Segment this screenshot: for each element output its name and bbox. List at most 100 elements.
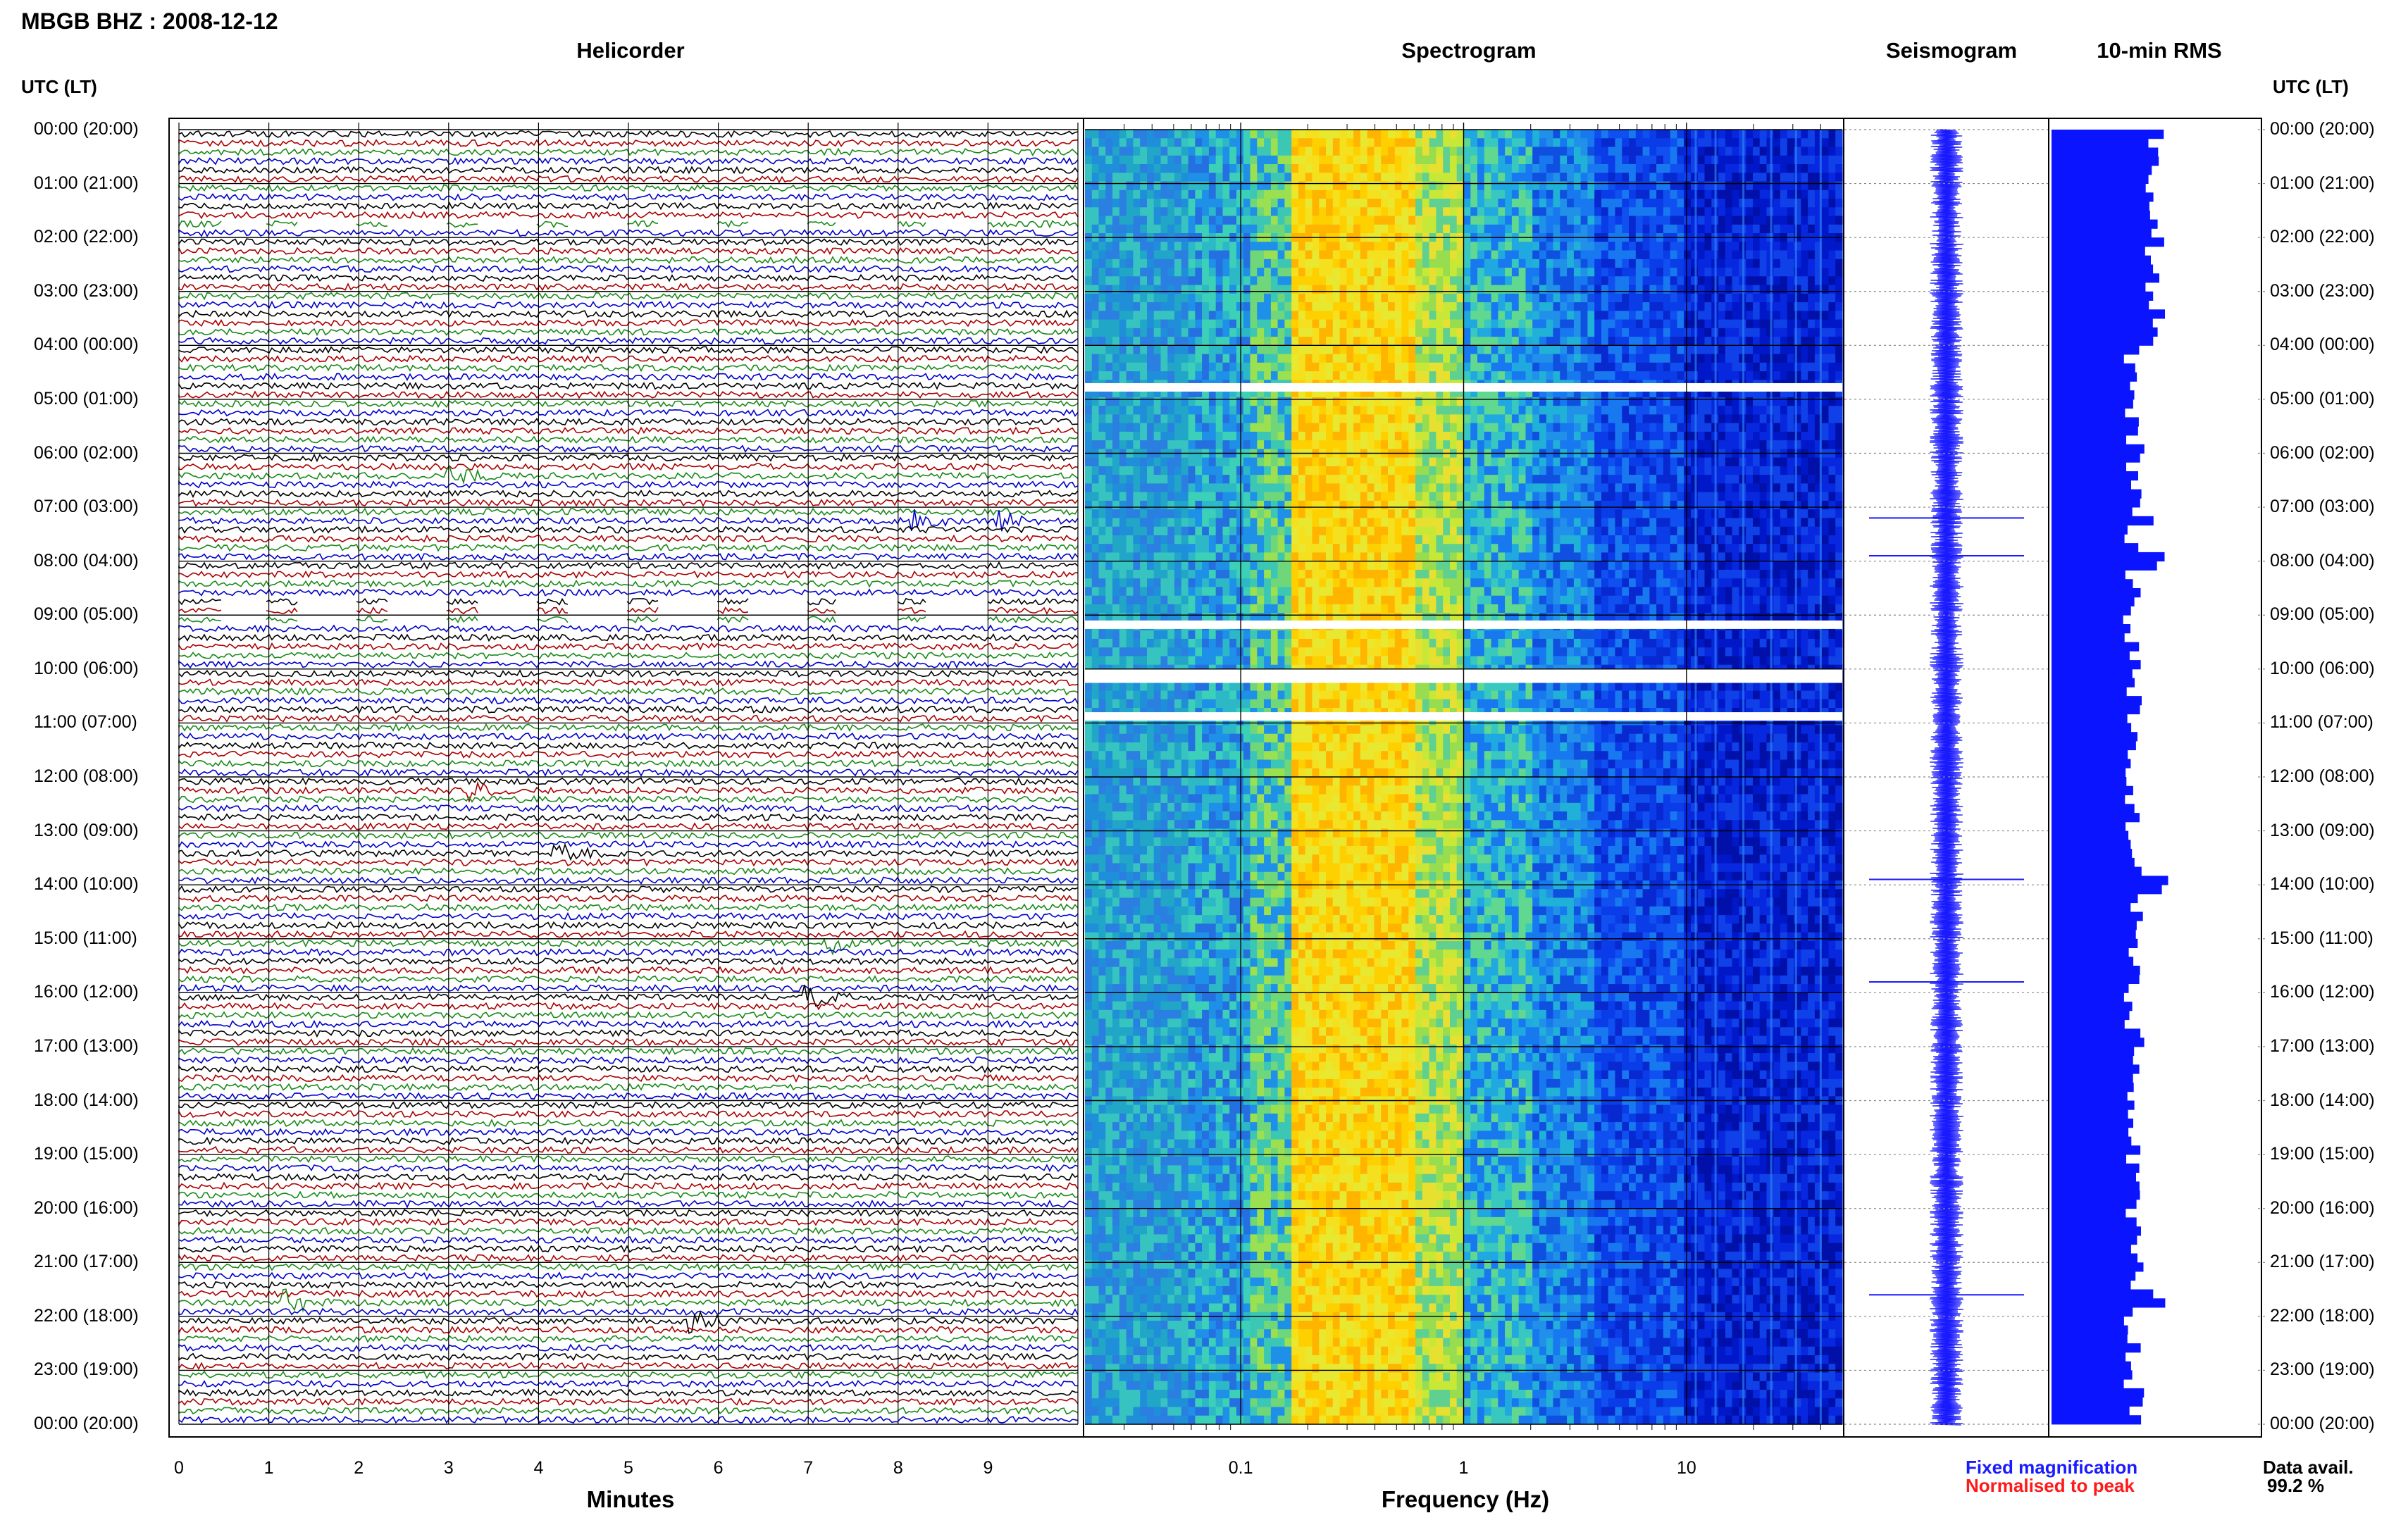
rms-bar — [2052, 1254, 2137, 1263]
rms-bar — [2052, 435, 2126, 444]
rms-bar — [2052, 642, 2139, 652]
hour-label-right: 07:00 (03:00) — [2270, 497, 2375, 517]
rms-bar — [2052, 1028, 2140, 1038]
rms-bar — [2052, 867, 2142, 876]
hour-label-left: 02:00 (22:00) — [34, 227, 139, 247]
rms-bar — [2052, 777, 2126, 786]
rms-bar — [2052, 462, 2126, 471]
rms-bar — [2052, 1217, 2137, 1226]
rms-bar — [2052, 1083, 2134, 1092]
rms-bar — [2052, 399, 2133, 409]
rms-bar — [2052, 1362, 2131, 1371]
rms-bar — [2052, 1388, 2144, 1397]
minute-tick-label: 2 — [354, 1458, 364, 1478]
rms-bar — [2052, 1281, 2131, 1290]
minute-tick-label: 5 — [623, 1458, 633, 1478]
hour-label-right: 20:00 (16:00) — [2270, 1198, 2375, 1219]
rms-bar — [2052, 1326, 2128, 1335]
data-avail-value: 99.2 % — [2267, 1475, 2324, 1497]
rms-bar — [2052, 543, 2138, 552]
frequency-tick-label: 0.1 — [1229, 1458, 1253, 1478]
rms-bar — [2052, 1271, 2135, 1281]
hour-label-left: 07:00 (03:00) — [34, 497, 139, 517]
rms-bar — [2052, 201, 2149, 211]
hour-label-left: 01:00 (21:00) — [34, 173, 139, 194]
rms-bar — [2052, 552, 2165, 561]
rms-bar — [2052, 1307, 2133, 1316]
rms-bar — [2052, 822, 2125, 831]
hour-label-right: 13:00 (09:00) — [2270, 821, 2375, 841]
rms-bar — [2052, 813, 2140, 822]
rms-bar — [2052, 516, 2154, 525]
rms-bar — [2052, 948, 2129, 957]
rms-bar — [2052, 975, 2140, 984]
rms-bar — [2052, 1379, 2124, 1388]
hour-label-left: 10:00 (06:00) — [34, 659, 139, 679]
rms-bar — [2052, 1181, 2140, 1190]
rms-bar — [2052, 1262, 2144, 1271]
rms-bar — [2052, 992, 2124, 1002]
rms-bar — [2052, 957, 2133, 966]
rms-bar — [2052, 148, 2158, 157]
rms-bar — [2052, 363, 2135, 373]
rms-bar — [2052, 1245, 2131, 1254]
hour-label-left: 08:00 (04:00) — [34, 551, 139, 571]
hour-label-right: 01:00 (21:00) — [2270, 173, 2375, 194]
hour-label-left: 12:00 (08:00) — [34, 766, 139, 787]
rms-bar — [2052, 498, 2140, 507]
rms-bar — [2052, 337, 2153, 346]
rms-bar — [2052, 228, 2152, 237]
hour-label-left: 09:00 (05:00) — [34, 604, 139, 625]
rms-bar — [2052, 678, 2135, 687]
rms-bar — [2052, 1415, 2141, 1424]
hour-label-right: 21:00 (17:00) — [2270, 1252, 2375, 1272]
rms-bar — [2052, 741, 2136, 750]
minute-tick-label: 0 — [174, 1458, 184, 1478]
hour-label-left: 11:00 (07:00) — [34, 712, 137, 733]
rms-bar — [2052, 1190, 2140, 1200]
rms-bar — [2052, 534, 2125, 543]
rms-bar — [2052, 175, 2149, 184]
hour-label-right: 16:00 (12:00) — [2270, 982, 2375, 1002]
rms-bar — [2052, 525, 2128, 535]
hour-label-right: 14:00 (10:00) — [2270, 874, 2375, 895]
hour-label-right: 11:00 (07:00) — [2270, 712, 2373, 733]
rms-bar — [2052, 696, 2142, 705]
rms-bar — [2052, 966, 2140, 975]
rms-bar — [2052, 624, 2130, 633]
rms-bar — [2052, 292, 2153, 301]
minute-tick-label: 3 — [444, 1458, 454, 1478]
hour-label-right: 03:00 (23:00) — [2270, 281, 2375, 301]
rms-bar — [2052, 1011, 2130, 1020]
rms-bar — [2052, 381, 2130, 390]
rms-bar — [2052, 687, 2127, 696]
rms-bar — [2052, 373, 2137, 382]
rms-bar — [2052, 786, 2133, 795]
rms-bar — [2052, 301, 2149, 310]
rms-bar — [2052, 220, 2158, 229]
minute-tick-label: 8 — [893, 1458, 903, 1478]
hour-label-right: 18:00 (14:00) — [2270, 1090, 2375, 1111]
rms-bar — [2052, 1119, 2133, 1128]
rms-bar — [2052, 723, 2131, 732]
rms-bar — [2052, 237, 2164, 247]
rms-bar — [2052, 1047, 2134, 1056]
rms-bar — [2052, 732, 2137, 741]
rms-bar — [2052, 211, 2150, 220]
rms-bar — [2052, 795, 2125, 804]
rms-bar — [2052, 273, 2159, 282]
hour-label-right: 09:00 (05:00) — [2270, 604, 2375, 625]
minute-tick-label: 7 — [803, 1458, 813, 1478]
rms-bar — [2052, 921, 2137, 930]
rms-bar — [2052, 750, 2128, 759]
hour-label-right: 12:00 (08:00) — [2270, 766, 2375, 787]
rms-bar — [2052, 1154, 2126, 1164]
hour-label-left: 17:00 (13:00) — [34, 1036, 139, 1057]
rms-bar — [2052, 471, 2138, 480]
rms-bar — [2052, 1407, 2130, 1416]
hour-label-right: 06:00 (02:00) — [2270, 443, 2375, 463]
rms-bar — [2052, 597, 2135, 606]
rms-bar — [2052, 507, 2133, 516]
rms-bar — [2052, 804, 2135, 813]
rms-bar — [2052, 660, 2141, 669]
